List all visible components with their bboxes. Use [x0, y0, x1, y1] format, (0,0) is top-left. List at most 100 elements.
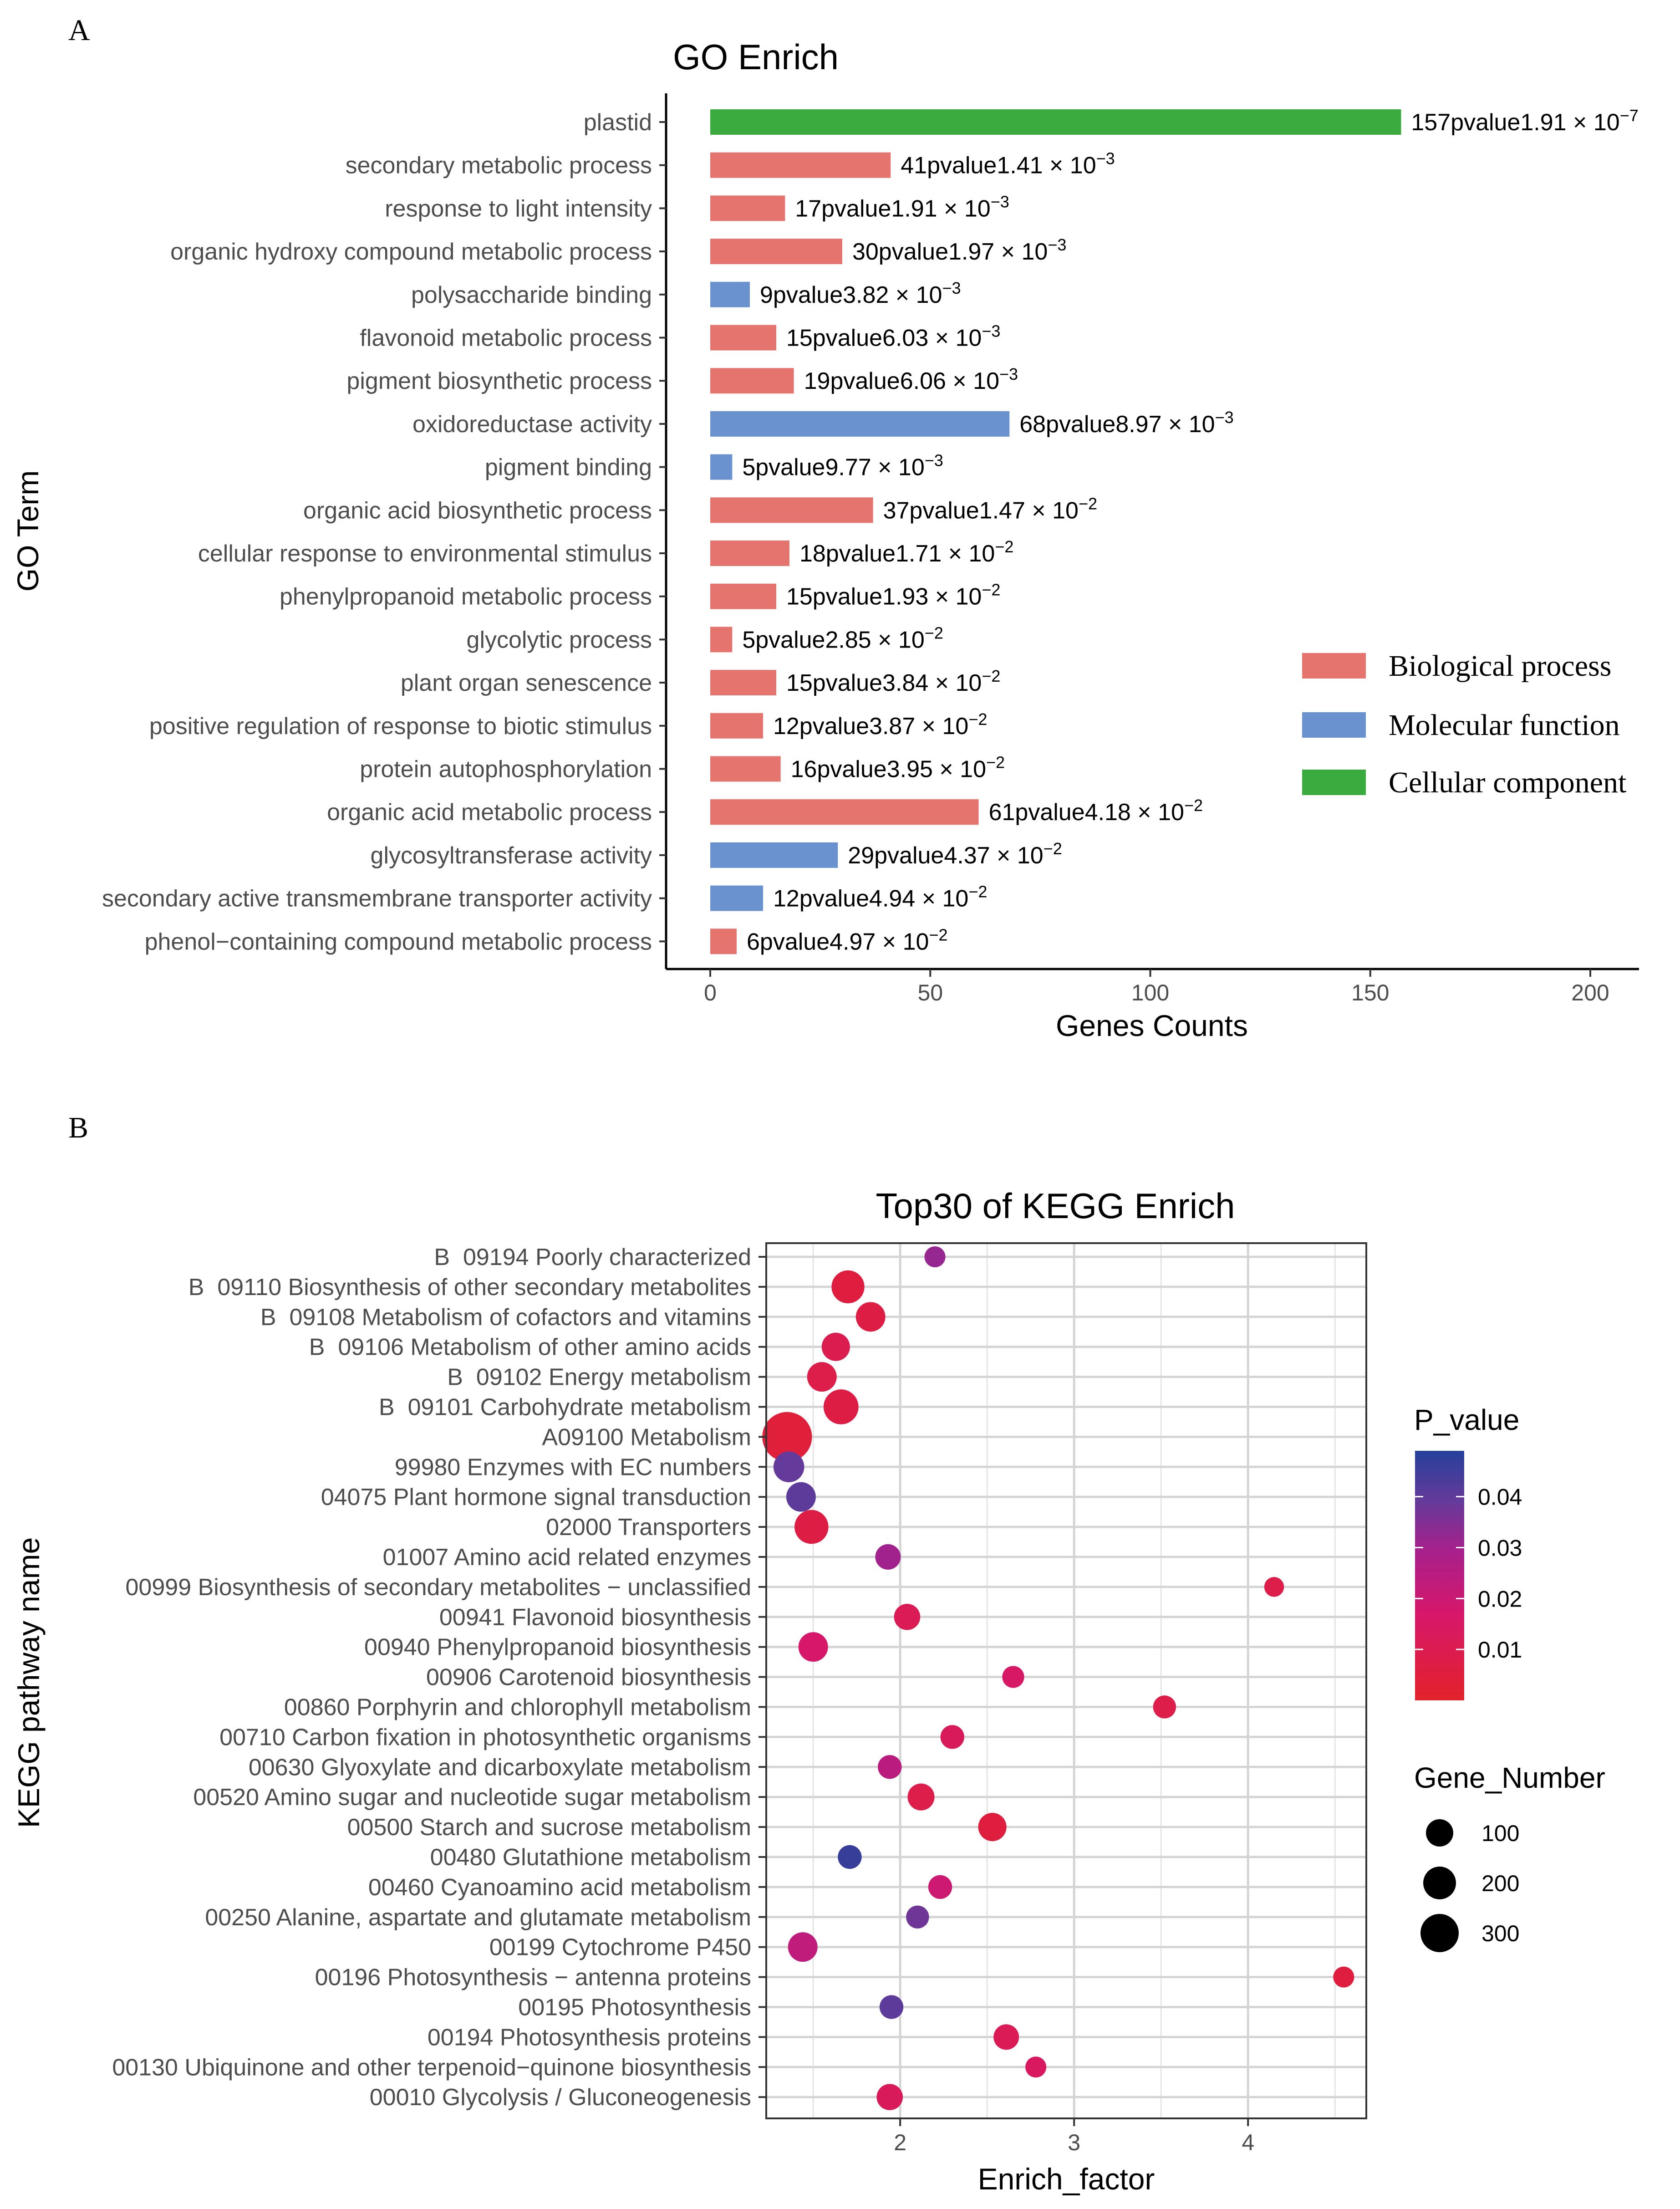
- go-bar-positive-regulation-of-response-to-biotic-stimulus: [710, 713, 763, 739]
- kegg-pathway-label-02000-transporters: 02000 Transporters: [546, 1514, 751, 1541]
- go-term-label-plant-organ-senescence: plant organ senescence: [401, 670, 652, 696]
- kegg-point-00480-glutathione-metabolism: [838, 1845, 862, 1869]
- go-term-label-phenol-containing-compound-metabolic-process: phenol−containing compound metabolic pro…: [145, 928, 652, 955]
- go-bar-plant-organ-senescence: [710, 670, 776, 696]
- kegg-point-00010-glycolysis-gluconeogenesis: [876, 2084, 903, 2110]
- kegg-pathway-label-00941-flavonoid-biosynthesis: 00941 Flavonoid biosynthesis: [439, 1604, 751, 1631]
- go-term-label-protein-autophosphorylation: protein autophosphorylation: [360, 756, 652, 783]
- go-term-label-oxidoreductase-activity: oxidoreductase activity: [412, 411, 652, 438]
- go-bar-polysaccharide-binding: [710, 281, 750, 307]
- kegg-point-00710-carbon-fixation-in-photosynthetic-organisms: [940, 1725, 964, 1749]
- kegg-pathway-label-00196-photosynthesis-antenna-proteins: 00196 Photosynthesis − antenna proteins: [315, 1964, 751, 1991]
- kegg-grid: [766, 1243, 1366, 2118]
- size-legend-dot-200: [1423, 1867, 1456, 1899]
- go-x-tick-label-200: 200: [1571, 980, 1609, 1005]
- go-term-label-phenylpropanoid-metabolic-process: phenylpropanoid metabolic process: [280, 584, 652, 610]
- go-bar-label-positive-regulation-of-response-to-biotic-stimulus: 12pvalue3.87 × 10−2: [773, 710, 987, 740]
- kegg-point-00940-phenylpropanoid-biosynthesis: [798, 1632, 828, 1662]
- go-term-label-pigment-biosynthetic-process: pigment biosynthetic process: [346, 368, 652, 394]
- kegg-y-ticks: [759, 1256, 766, 2098]
- go-bar-secondary-metabolic-process: [710, 152, 891, 178]
- go-bar-label-cellular-response-to-environmental-stimulus: 18pvalue1.71 × 10−2: [799, 537, 1013, 567]
- kegg-pathway-label-00940-phenylpropanoid-biosynthesis: 00940 Phenylpropanoid biosynthesis: [364, 1634, 751, 1661]
- go-bar-label-secondary-active-transmembrane-transporter-activity: 12pvalue4.94 × 10−2: [773, 883, 987, 912]
- kegg-pathway-label-b-09194-poorly-characterized: B 09194 Poorly characterized: [434, 1244, 751, 1270]
- size-legend-dot-300: [1420, 1914, 1459, 1952]
- kegg-pathway-label-00520-amino-sugar-and-nucleotide-sugar-metabolism: 00520 Amino sugar and nucleotide sugar m…: [193, 1784, 751, 1811]
- go-bar-phenylpropanoid-metabolic-process: [710, 583, 776, 609]
- go-term-label-secondary-metabolic-process: secondary metabolic process: [346, 153, 652, 179]
- kegg-pathway-label-b-09106-metabolism-of-other-amino-acids: B 09106 Metabolism of other amino acids: [309, 1334, 751, 1361]
- go-term-label-organic-acid-metabolic-process: organic acid metabolic process: [327, 799, 652, 826]
- kegg-x-tick-label-4: 4: [1242, 2130, 1254, 2155]
- go-bars: [710, 109, 1401, 954]
- go-bar-phenol-containing-compound-metabolic-process: [710, 928, 737, 954]
- kegg-point-00630-glyoxylate-and-dicarboxylate-metabolism: [878, 1755, 902, 1779]
- gene-number-legend-title: Gene_Number: [1414, 1761, 1605, 1794]
- go-bar-label-organic-acid-biosynthetic-process: 37pvalue1.47 × 10−2: [883, 494, 1097, 524]
- kegg-point-00194-photosynthesis-proteins: [993, 2024, 1019, 2050]
- go-bar-protein-autophosphorylation: [710, 756, 781, 782]
- kegg-point-b-09106-metabolism-of-other-amino-acids: [821, 1332, 850, 1361]
- kegg-pathway-label-00860-porphyrin-and-chlorophyll-metabolism: 00860 Porphyrin and chlorophyll metaboli…: [284, 1694, 751, 1721]
- go-term-label-pigment-binding: pigment binding: [485, 454, 652, 481]
- go-bar-label-secondary-metabolic-process: 41pvalue1.41 × 10−3: [901, 149, 1115, 179]
- go-bar-label-glycosyltransferase-activity: 29pvalue4.37 × 10−2: [848, 839, 1062, 869]
- go-term-label-positive-regulation-of-response-to-biotic-stimulus: positive regulation of response to bioti…: [149, 713, 652, 740]
- go-bar-organic-acid-metabolic-process: [710, 799, 979, 825]
- go-bar-label-plant-organ-senescence: 15pvalue3.84 × 10−2: [786, 667, 1000, 696]
- kegg-pathway-label-01007-amino-acid-related-enzymes: 01007 Amino acid related enzymes: [383, 1544, 751, 1571]
- go-term-label-polysaccharide-binding: polysaccharide binding: [411, 282, 652, 308]
- kegg-point-99980-enzymes-with-ec-numbers: [773, 1451, 804, 1483]
- kegg-pathway-label-00630-glyoxylate-and-dicarboxylate-metabolism: 00630 Glyoxylate and dicarboxylate metab…: [249, 1754, 751, 1780]
- go-x-tick-label-100: 100: [1131, 980, 1169, 1005]
- kegg-pathway-label-00195-photosynthesis: 00195 Photosynthesis: [518, 1995, 751, 2021]
- kegg-point-00520-amino-sugar-and-nucleotide-sugar-metabolism: [907, 1783, 935, 1811]
- go-bar-label-oxidoreductase-activity: 68pvalue8.97 × 10−3: [1019, 408, 1233, 438]
- go-bar-pigment-binding: [710, 454, 733, 480]
- go-chart-title: GO Enrich: [673, 37, 839, 77]
- go-bar-label-response-to-light-intensity: 17pvalue1.91 × 10−3: [795, 192, 1009, 222]
- kegg-pathway-label-00906-carotenoid-biosynthesis: 00906 Carotenoid biosynthesis: [426, 1664, 751, 1691]
- go-y-ticks: [659, 121, 666, 943]
- go-bar-glycosyltransferase-activity: [710, 842, 838, 868]
- kegg-pathway-label-00710-carbon-fixation-in-photosynthetic-organisms: 00710 Carbon fixation in photosynthetic …: [219, 1724, 751, 1750]
- go-bar-label-phenylpropanoid-metabolic-process: 15pvalue1.93 × 10−2: [786, 581, 1000, 610]
- kegg-pathway-label-00460-cyanoamino-acid-metabolism: 00460 Cyanoamino acid metabolism: [368, 1874, 751, 1901]
- kegg-point-00500-starch-and-sucrose-metabolism: [978, 1813, 1007, 1842]
- panel-a-letter: A: [68, 14, 90, 47]
- colorbar-tick-label-0.03: 0.03: [1478, 1535, 1522, 1561]
- go-x-tick-label-0: 0: [704, 980, 717, 1005]
- pvalue-legend-title: P_value: [1414, 1403, 1519, 1436]
- kegg-x-tick-label-2: 2: [894, 2130, 906, 2155]
- go-bar-response-to-light-intensity: [710, 195, 785, 221]
- go-term-label-flavonoid-metabolic-process: flavonoid metabolic process: [360, 325, 652, 352]
- legend-swatch-molecular-function: [1302, 712, 1366, 738]
- legend-swatch-biological-process: [1302, 653, 1366, 679]
- kegg-x-tick-label-3: 3: [1068, 2130, 1080, 2155]
- pvalue-colorbar-ticks: 0.04 0.03 0.02 0.01: [1415, 1485, 1522, 1663]
- kegg-pathway-label-b-09101-carbohydrate-metabolism: B 09101 Carbohydrate metabolism: [379, 1394, 751, 1421]
- go-bar-cellular-response-to-environmental-stimulus: [710, 541, 789, 566]
- go-bar-organic-hydroxy-compound-metabolic-process: [710, 239, 842, 265]
- kegg-point-b-09102-energy-metabolism: [807, 1362, 837, 1392]
- kegg-point-00860-porphyrin-and-chlorophyll-metabolism: [1153, 1695, 1176, 1719]
- kegg-point-a09100-metabolism: [762, 1412, 812, 1462]
- kegg-point-00999-biosynthesis-of-secondary-metabolites-unclassified: [1264, 1577, 1284, 1597]
- kegg-point-01007-amino-acid-related-enzymes: [875, 1544, 901, 1570]
- kegg-point-b-09194-poorly-characterized: [924, 1246, 946, 1267]
- go-bar-label-phenol-containing-compound-metabolic-process: 6pvalue4.97 × 10−2: [747, 925, 948, 955]
- kegg-pathway-label-00130-ubiquinone-and-other-terpenoid-quinone-biosynthesis: 00130 Ubiquinone and other terpenoid−qui…: [112, 2054, 751, 2081]
- kegg-pathway-label-00480-glutathione-metabolism: 00480 Glutathione metabolism: [430, 1844, 751, 1871]
- kegg-point-b-09101-carbohydrate-metabolism: [823, 1389, 859, 1424]
- go-bar-oxidoreductase-activity: [710, 411, 1010, 437]
- go-x-tick-label-50: 50: [917, 980, 943, 1005]
- go-term-label-response-to-light-intensity: response to light intensity: [385, 195, 652, 222]
- go-bar-label-glycolytic-process: 5pvalue2.85 × 10−2: [742, 623, 943, 653]
- kegg-point-04075-plant-hormone-signal-transduction: [786, 1482, 816, 1512]
- go-bar-label-pigment-biosynthetic-process: 19pvalue6.06 × 10−3: [804, 365, 1018, 394]
- colorbar-tick-label-0.01: 0.01: [1478, 1637, 1522, 1663]
- kegg-category-labels: B 09194 Poorly characterized B 09110 Bios…: [112, 1244, 751, 2111]
- go-term-label-cellular-response-to-environmental-stimulus: cellular response to environmental stimu…: [198, 541, 652, 567]
